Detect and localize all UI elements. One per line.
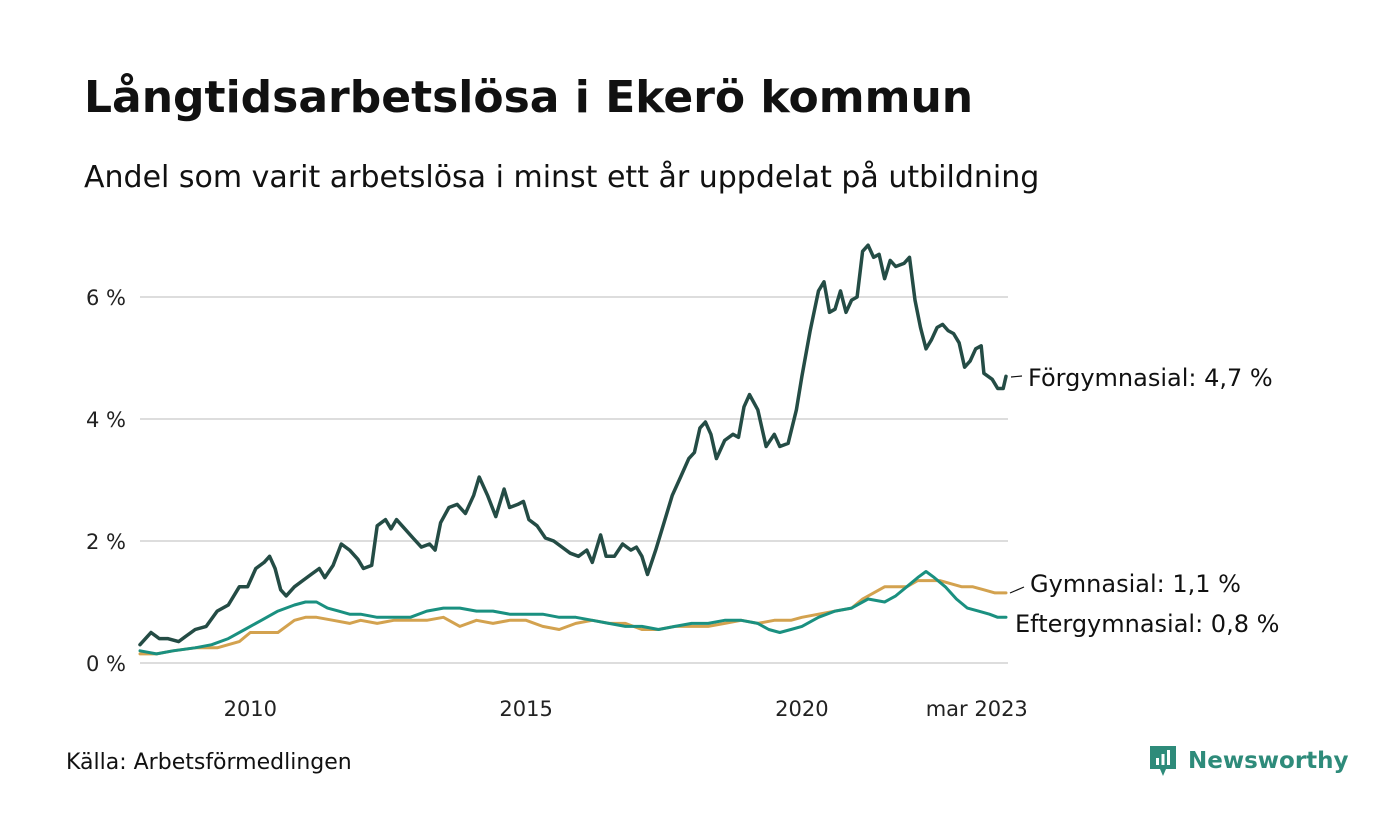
series-line-eftergymnasial	[138, 570, 1008, 656]
series-end-label: Gymnasial: 1,1 %	[1030, 570, 1241, 598]
gridlines	[140, 296, 1008, 664]
chart-title: Långtidsarbetslösa i Ekerö kommun	[84, 72, 974, 123]
y-axis-ticks: 0 % 2 % 4 % 6 %	[86, 286, 126, 676]
y-tick-label: 2 %	[86, 530, 126, 554]
y-tick-label: 6 %	[86, 286, 126, 310]
series-end-label: Förgymnasial: 4,7 %	[1028, 364, 1273, 392]
newsworthy-icon	[1150, 746, 1176, 776]
brand-name: Newsworthy	[1188, 748, 1349, 774]
y-tick-label: 0 %	[86, 652, 126, 676]
x-tick-label: 2020	[775, 697, 828, 721]
brand-logo: Newsworthy	[1148, 744, 1349, 778]
chart-subtitle: Andel som varit arbetslösa i minst ett å…	[84, 160, 1040, 195]
y-tick-label: 4 %	[86, 408, 126, 432]
label-leader	[1009, 586, 1025, 594]
series-end-label: Eftergymnasial: 0,8 %	[1015, 610, 1279, 638]
series-lines	[138, 243, 1008, 656]
series-line-förgymnasial	[138, 243, 1008, 647]
x-tick-label: mar 2023	[926, 697, 1028, 721]
label-leader	[1010, 375, 1023, 378]
source-note: Källa: Arbetsförmedlingen	[66, 750, 352, 775]
x-tick-label: 2015	[499, 697, 552, 721]
x-tick-label: 2010	[224, 697, 277, 721]
series-end-labels: Förgymnasial: 4,7 % Gymnasial: 1,1 % Efter…	[1009, 364, 1279, 638]
x-axis-ticks: 2010 2015 2020 mar 2023	[224, 697, 1028, 721]
